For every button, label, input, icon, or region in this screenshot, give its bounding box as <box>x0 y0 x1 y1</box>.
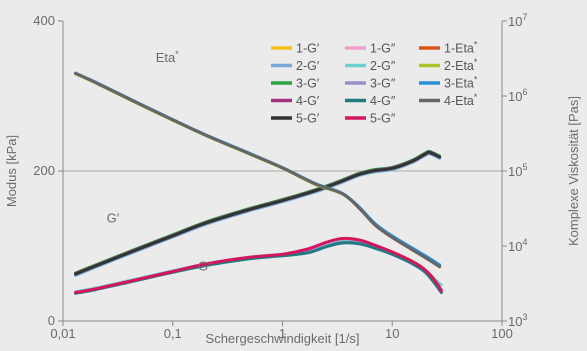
axes-layer: 0,01 0,1 1 10 100 0 200 400 103 104 105 106 107 Scher… <box>4 12 581 346</box>
y-right-tick-label: 103 <box>508 312 527 329</box>
annotations: Eta* G′ G″ <box>107 49 213 274</box>
x-axis-label: Schergeschwindigkeit [1/s] <box>206 331 360 346</box>
y-left-tick-label: 0 <box>48 313 55 328</box>
y-right-tick-label: 106 <box>508 87 527 104</box>
y-right-tick-label: 104 <box>508 237 527 254</box>
legend-label: 3-G′ <box>296 77 320 91</box>
x-tick-label: 0,1 <box>164 326 182 341</box>
y-left-tick-label: 400 <box>33 13 55 28</box>
x-tick-label: 0,01 <box>50 326 75 341</box>
legend-label: 2-Eta* <box>444 57 478 73</box>
annotation-label: G′ <box>107 211 120 226</box>
legend-label: 5-G′ <box>296 112 320 126</box>
annotation-label: Eta* <box>156 49 180 65</box>
legend-label: 1-G′ <box>296 42 320 56</box>
legend-label: 1-G″ <box>370 42 396 56</box>
x-tick-label: 100 <box>491 326 513 341</box>
y-right-tick-label: 105 <box>508 162 527 179</box>
y-right-tick-label: 107 <box>508 12 527 29</box>
y-left-tick-label: 200 <box>33 163 55 178</box>
legend-label: 4-G″ <box>370 94 396 108</box>
legend-label: 2-G′ <box>296 59 320 73</box>
legend: 1-G′ 2-G′ 3-G′ 4-G′ 5-G′ 1-G″ 2-G″ 3-G″ 4-G″ 5-G″… <box>271 40 478 126</box>
y-right-axis-label: Komplexe Viskosität [Pas] <box>566 96 581 246</box>
legend-label: 1-Eta* <box>444 40 478 56</box>
series-layer <box>74 71 443 295</box>
series-line-4-eta <box>74 71 442 269</box>
legend-label: 4-G′ <box>296 94 320 108</box>
legend-label: 4-Eta* <box>444 92 478 108</box>
series-line-5-g <box>74 236 443 294</box>
legend-label: 3-G″ <box>370 77 396 91</box>
y-left-axis-label: Modus [kPa] <box>4 135 19 207</box>
legend-label: 3-Eta* <box>444 75 478 91</box>
x-tick-label: 1 <box>279 326 286 341</box>
legend-label: 2-G″ <box>370 59 396 73</box>
x-tick-label: 10 <box>385 326 399 341</box>
legend-label: 5-G″ <box>370 112 396 126</box>
annotation-label: G″ <box>198 259 213 274</box>
